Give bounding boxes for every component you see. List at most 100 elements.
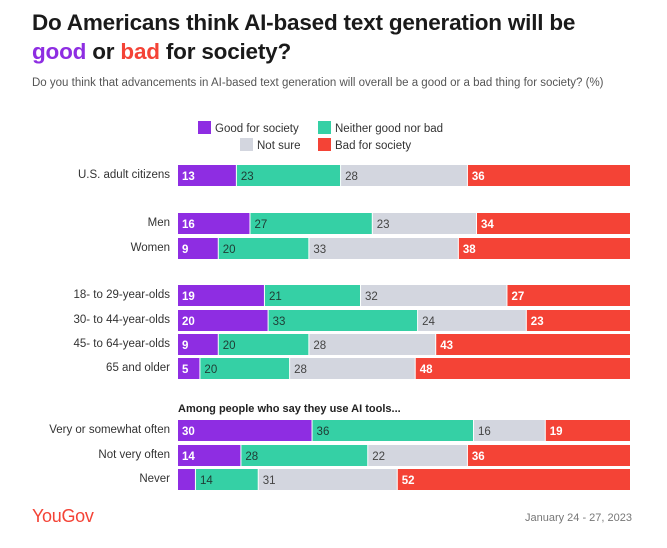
bar-never-good [178,469,195,490]
data-label-men-neither: 27 [254,219,267,231]
bar-18-to-29-year-olds-bad [507,285,630,306]
title-bad-word: bad [120,39,160,64]
row-label-women: Women [130,242,170,254]
row-label-very-or-somewhat-often: Very or somewhat often [49,424,170,436]
chart-title: Do Americans think AI-based text generat… [32,8,642,66]
bar-u-s-adult-citizens-bad [467,165,630,186]
bar-65-and-older-neither [200,358,290,379]
data-label-45-to-64-year-olds-good: 9 [182,340,188,352]
data-label-not-very-often-notsure: 22 [372,451,385,463]
row-label-never: Never [139,473,170,485]
data-label-u-s-adult-citizens-bad: 36 [472,171,485,183]
section-label-ai-tools: Among people who say they use AI tools..… [178,403,401,415]
data-label-men-notsure: 23 [377,219,390,231]
data-label-women-notsure: 33 [313,244,326,256]
data-label-30-to-44-year-olds-good: 20 [182,316,195,328]
bar-30-to-44-year-olds-bad [526,310,630,331]
data-label-30-to-44-year-olds-notsure: 24 [422,316,435,328]
title-rest: for society? [165,39,292,64]
legend-swatch-good [198,121,211,134]
bar-women-notsure [309,238,458,259]
bar-45-to-64-year-olds-good [178,334,218,355]
legend-swatch-neither [318,121,331,134]
data-label-65-and-older-notsure: 28 [294,364,307,376]
title-or-word: or [92,39,115,64]
data-label-65-and-older-bad: 48 [420,364,433,376]
bar-65-and-older-bad [415,358,630,379]
bar-not-very-often-neither [241,445,368,466]
data-label-never-neither: 14 [200,475,213,487]
data-label-very-or-somewhat-often-good: 30 [182,426,195,438]
bar-women-bad [458,238,630,259]
bar-18-to-29-year-olds-notsure [361,285,507,306]
bar-very-or-somewhat-often-good [178,420,312,441]
row-label-65-and-older: 65 and older [106,362,170,374]
row-label-30-to-44-year-olds: 30- to 44-year-olds [73,314,170,326]
bar-u-s-adult-citizens-notsure [341,165,467,186]
data-label-18-to-29-year-olds-bad: 27 [511,291,524,303]
legend-label-neither: Neither good nor bad [335,123,444,135]
bar-65-and-older-notsure [290,358,415,379]
legend-item-neither: Neither good nor bad [318,121,443,135]
data-label-45-to-64-year-olds-bad: 43 [440,340,453,352]
bar-women-neither [218,238,309,259]
legend-label-bad: Bad for society [335,140,412,152]
data-label-women-neither: 20 [223,244,236,256]
bar-45-to-64-year-olds-notsure [309,334,436,355]
row-label-men: Men [147,217,170,229]
data-label-30-to-44-year-olds-bad: 23 [531,316,544,328]
title-good-word: good [32,39,87,64]
data-label-very-or-somewhat-often-notsure: 16 [478,426,491,438]
data-label-men-bad: 34 [481,219,494,231]
bar-18-to-29-year-olds-neither [264,285,361,306]
data-label-u-s-adult-citizens-notsure: 28 [345,171,358,183]
data-label-not-very-often-neither: 28 [245,451,258,463]
data-label-women-bad: 38 [463,244,476,256]
bar-not-very-often-notsure [368,445,467,466]
row-label-not-very-often: Not very often [98,449,170,461]
bar-18-to-29-year-olds-good [178,285,264,306]
title-line1: Do Americans think AI-based text generat… [32,10,576,35]
data-label-65-and-older-good: 5 [182,364,189,376]
bar-women-good [178,238,218,259]
legend-item-bad: Bad for society [318,138,411,152]
data-label-18-to-29-year-olds-good: 19 [182,291,195,303]
data-label-very-or-somewhat-often-bad: 19 [550,426,563,438]
data-label-65-and-older-neither: 20 [204,364,217,376]
yougov-logo: YouGov [32,506,94,526]
legend-item-good: Good for society [198,121,299,135]
bar-65-and-older-good [178,358,200,379]
legend-swatch-notsure [240,138,253,151]
data-label-never-notsure: 31 [263,475,276,487]
data-label-never-bad: 52 [402,475,415,487]
survey-date: January 24 - 27, 2023 [524,512,632,524]
bar-45-to-64-year-olds-bad [436,334,630,355]
data-label-women-good: 9 [182,244,188,256]
data-label-not-very-often-good: 14 [182,451,195,463]
bar-very-or-somewhat-often-neither [312,420,474,441]
bar-u-s-adult-citizens-neither [236,165,341,186]
bar-very-or-somewhat-often-bad [545,420,630,441]
bar-never-bad [397,469,630,490]
bar-very-or-somewhat-often-notsure [474,420,545,441]
data-label-18-to-29-year-olds-neither: 21 [269,291,282,303]
bar-men-good [178,213,250,234]
legend-label-good: Good for society [215,123,299,135]
bar-30-to-44-year-olds-good [178,310,268,331]
legend-label-notsure: Not sure [257,140,301,152]
data-label-u-s-adult-citizens-neither: 23 [241,171,254,183]
row-label-u-s-adult-citizens: U.S. adult citizens [77,169,170,181]
bar-30-to-44-year-olds-notsure [418,310,526,331]
data-label-18-to-29-year-olds-notsure: 32 [365,291,378,303]
bar-men-neither [250,213,372,234]
bar-30-to-44-year-olds-neither [268,310,418,331]
chart-subtitle: Do you think that advancements in AI-bas… [32,77,604,89]
row-label-18-to-29-year-olds: 18- to 29-year-olds [73,289,170,301]
bar-u-s-adult-citizens-good [178,165,236,186]
data-label-45-to-64-year-olds-notsure: 28 [313,340,326,352]
data-label-30-to-44-year-olds-neither: 33 [273,316,286,328]
data-label-not-very-often-bad: 36 [472,451,485,463]
bar-never-neither [195,469,258,490]
bar-never-notsure [258,469,397,490]
bar-men-bad [476,213,630,234]
